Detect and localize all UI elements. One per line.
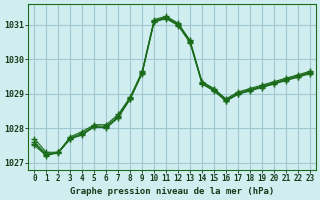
X-axis label: Graphe pression niveau de la mer (hPa): Graphe pression niveau de la mer (hPa) (70, 187, 274, 196)
